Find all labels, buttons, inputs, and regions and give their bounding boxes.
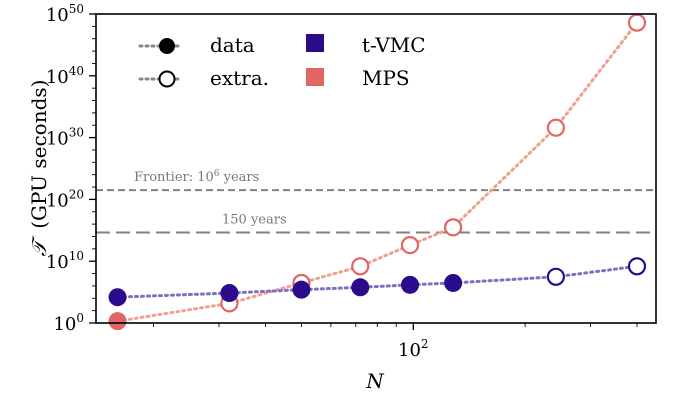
y-tick-label: 1040 <box>46 64 84 88</box>
axis-ticks: 100 1010 1020 1030 1040 1050 102 <box>46 2 638 361</box>
MPS-extrapolated-point <box>444 218 463 237</box>
t-VMC-data-point <box>220 284 239 303</box>
y-tick-label: 1030 <box>46 126 84 150</box>
legend-tvmc-label: t-VMC <box>362 33 426 57</box>
legend-data-marker <box>159 38 175 54</box>
MPS-extrapolated-point <box>400 236 420 255</box>
MPS-extrapolated-point <box>546 118 565 137</box>
y-tick-label: 1020 <box>46 187 84 211</box>
legend-mps-label: MPS <box>362 66 410 90</box>
axes-frame <box>95 13 657 324</box>
y-axis-symbol: 𝒯 <box>27 234 51 256</box>
t-VMC-data-point <box>401 275 420 294</box>
t-VMC-fit-line <box>116 264 639 299</box>
x-tick-label: 102 <box>398 337 429 361</box>
legend-extra-label: extra. <box>210 66 269 90</box>
MPS-fit-line <box>116 21 639 323</box>
legend-mps-swatch <box>306 68 324 86</box>
legend-extra-marker <box>158 70 176 88</box>
legend: data extra. t-VMC MPS <box>138 33 426 90</box>
legend-data-label: data <box>210 33 255 57</box>
legend-tvmc-swatch <box>306 34 324 52</box>
MPS-extrapolated-point <box>351 257 370 276</box>
MPS-extrapolated-point <box>627 13 647 32</box>
t-VMC-extrapolated-point <box>627 257 647 276</box>
y-tick-label: 1010 <box>46 249 84 273</box>
x-axis-label: N <box>365 369 385 393</box>
y-tick-label: 100 <box>53 311 84 335</box>
t-VMC-data-point <box>444 273 463 292</box>
reference-line-label: 150 years <box>222 212 287 227</box>
t-VMC-data-point <box>292 280 311 299</box>
t-VMC-data-point <box>108 288 127 307</box>
reference-line-label: Frontier: 106 years <box>134 169 259 185</box>
plot-area: Frontier: 106 years 150 years <box>96 13 656 331</box>
MPS-data-point <box>108 312 127 331</box>
y-axis-label: 𝒯 (GPU seconds) <box>27 80 51 257</box>
y-tick-label: 1050 <box>46 2 84 26</box>
t-VMC-data-point <box>351 278 370 297</box>
t-VMC-extrapolated-point <box>546 267 565 286</box>
svg-text:𝒯 (GPU seconds): 𝒯 (GPU seconds) <box>27 80 51 257</box>
y-axis-unit: (GPU seconds) <box>27 80 51 229</box>
